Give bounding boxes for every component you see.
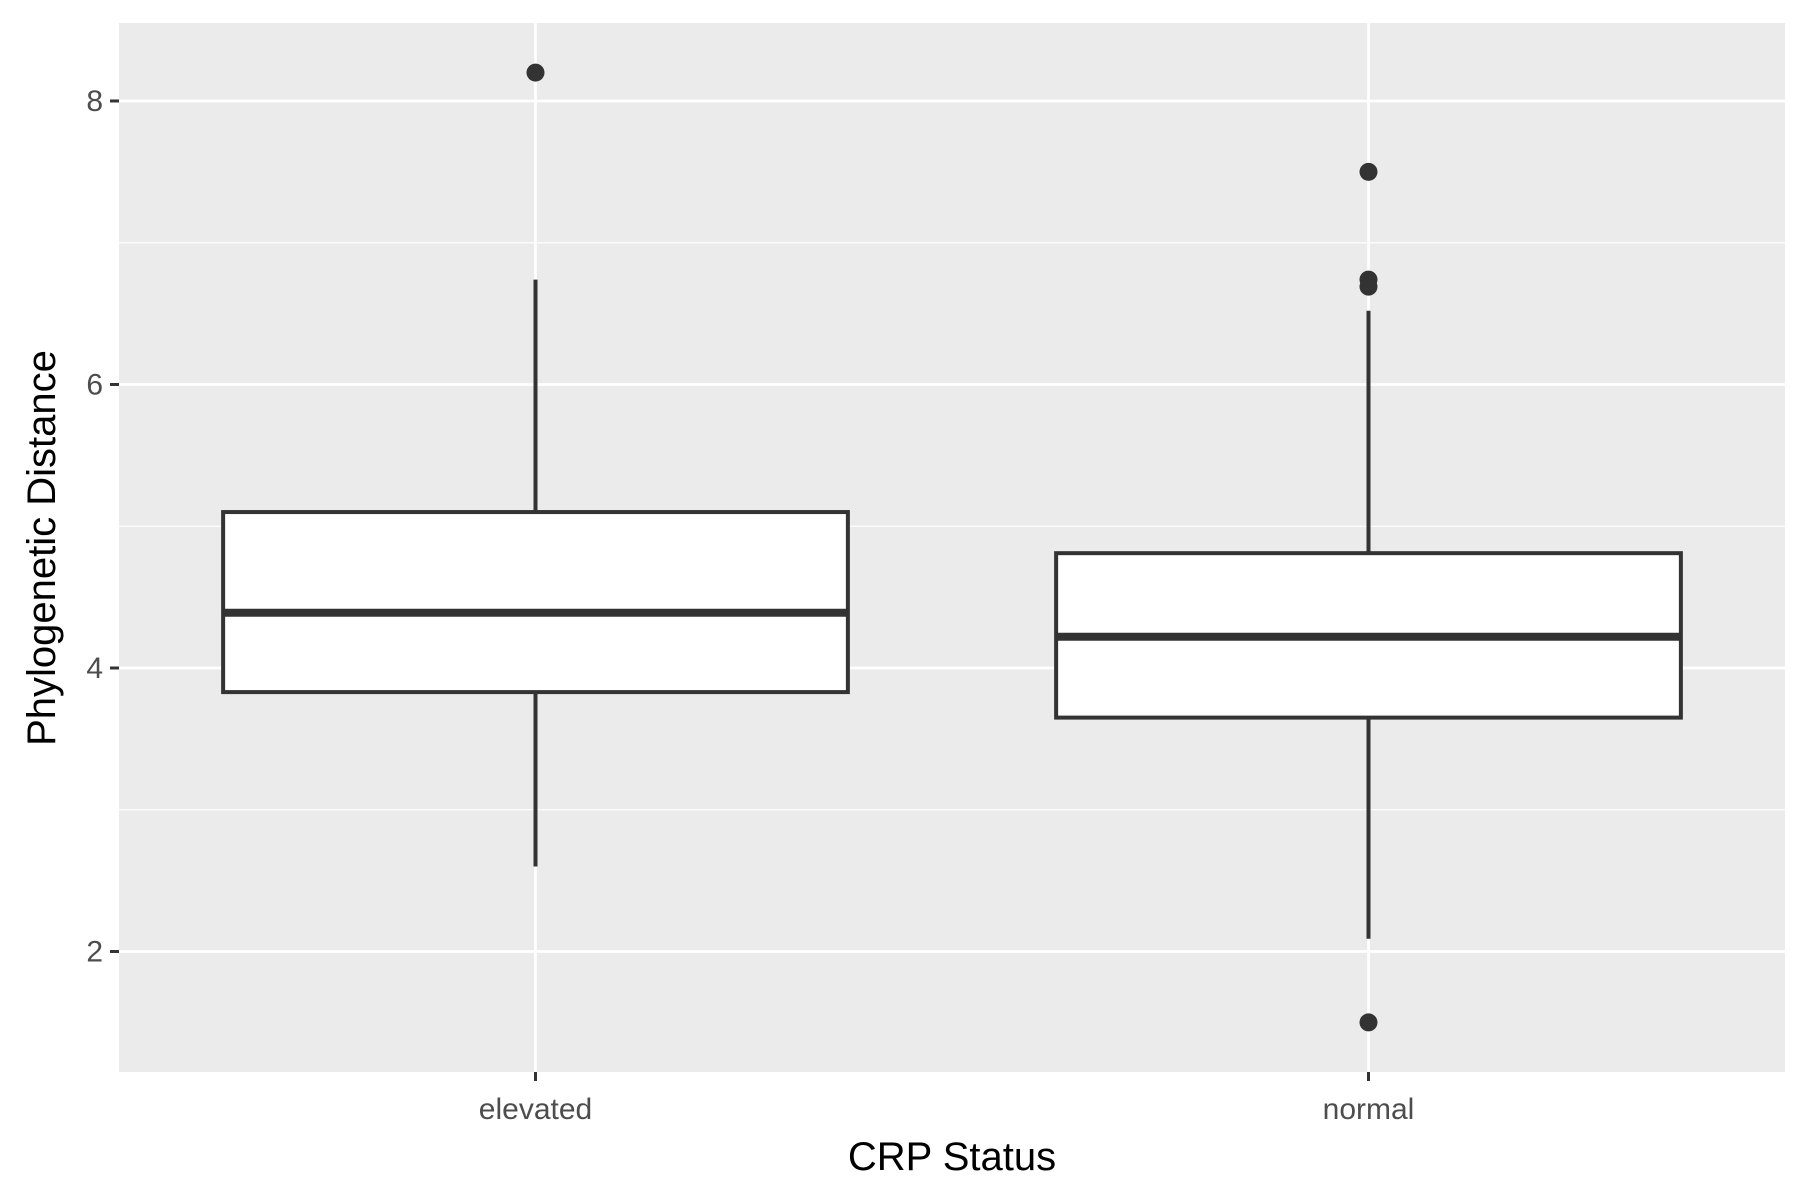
y-tick-label: 2 — [86, 936, 103, 969]
grid-lines — [119, 23, 1785, 1072]
outlier-point — [526, 63, 545, 82]
x-axis-title: CRP Status — [848, 1135, 1056, 1179]
y-axis-title: Phylogenetic Distance — [20, 350, 64, 746]
outlier-point — [1359, 277, 1378, 296]
axes: 2 4 6 8 elevated normal — [86, 85, 1414, 1126]
x-tick-label: elevated — [479, 1093, 592, 1126]
y-tick-label: 6 — [86, 368, 103, 401]
outlier-point — [1359, 162, 1378, 181]
outlier-point — [1359, 1013, 1378, 1032]
x-tick-label: normal — [1323, 1093, 1415, 1126]
boxes — [221, 63, 1683, 1032]
box-iqr — [221, 510, 850, 695]
box-normal — [1054, 162, 1683, 1032]
y-tick-label: 8 — [86, 85, 103, 118]
box-elevated — [221, 63, 850, 867]
y-tick-label: 4 — [86, 652, 103, 685]
